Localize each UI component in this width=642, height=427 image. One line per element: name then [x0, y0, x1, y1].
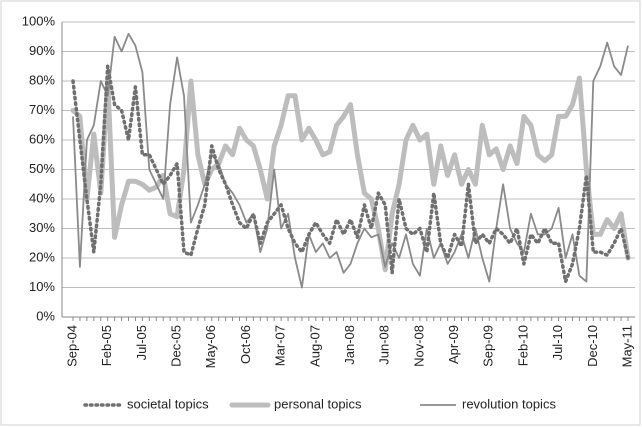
- y-tick-label: 60%: [29, 131, 55, 146]
- y-tick-label: 20%: [29, 249, 55, 264]
- legend-label: personal topics: [274, 396, 362, 411]
- x-tick-label: Mar-07: [273, 325, 288, 366]
- legend-label: societal topics: [127, 396, 209, 411]
- y-tick-label: 0%: [36, 308, 55, 323]
- x-tick-label: Feb-10: [515, 325, 530, 366]
- x-tick-label: Dec-05: [169, 325, 184, 367]
- x-tick-label: May-06: [203, 325, 218, 368]
- y-tick-label: 90%: [29, 43, 55, 58]
- x-tick-label: Jan-08: [342, 325, 357, 365]
- x-tick-label: Sep-04: [64, 325, 79, 367]
- y-tick-label: 80%: [29, 72, 55, 87]
- series-line: [71, 64, 630, 284]
- series-line: [70, 75, 631, 273]
- series-line: [72, 32, 629, 289]
- x-tick-label: Nov-08: [411, 325, 426, 367]
- x-tick-label: Feb-05: [99, 325, 114, 366]
- x-tick-label: Aug-07: [307, 325, 322, 367]
- y-tick-label: 70%: [29, 102, 55, 117]
- y-tick-label: 30%: [29, 220, 55, 235]
- x-tick-label: Jul-10: [550, 325, 565, 360]
- y-tick-label: 40%: [29, 190, 55, 205]
- x-tick-label: Apr-09: [446, 325, 461, 364]
- legend-label: revolution topics: [462, 396, 556, 411]
- y-tick-label: 100%: [22, 13, 56, 28]
- x-tick-label: Jul-05: [134, 325, 149, 360]
- x-tick-label: Jun-08: [377, 325, 392, 365]
- y-tick-label: 10%: [29, 279, 55, 294]
- x-tick-label: May-11: [619, 325, 634, 367]
- x-tick-label: Oct-06: [238, 325, 253, 364]
- x-tick-label: Dec-10: [585, 325, 600, 367]
- y-tick-label: 50%: [29, 161, 55, 176]
- x-tick-label: Sep-09: [481, 325, 496, 367]
